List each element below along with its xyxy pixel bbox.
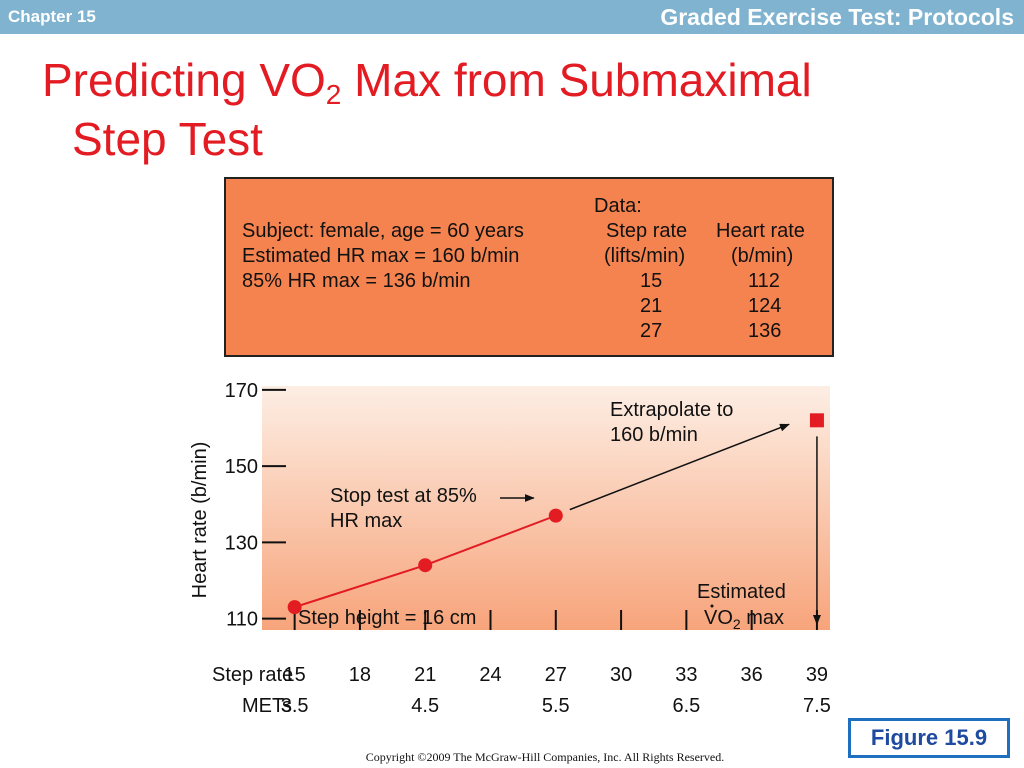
mets-label-7.5: 7.5 [803, 695, 831, 717]
col-hr-unit: (b/min) [731, 245, 794, 267]
title-subscript: 2 [325, 79, 342, 110]
figure-label: Figure 15.9 [848, 718, 1010, 758]
y-tick-label-170: 170 [225, 380, 258, 402]
x-tick-label-24: 24 [479, 664, 501, 686]
estimated-max-text: max [741, 607, 784, 629]
extrapolated-point [809, 413, 824, 428]
row1-hr: 112 [748, 270, 780, 292]
mets-row-label: METs [242, 695, 292, 717]
vo2-dot-accent [710, 604, 714, 608]
chart-marks [287, 413, 824, 625]
subject-info: Subject: female, age = 60 years [242, 220, 524, 242]
chapter-label: Chapter 15 [8, 7, 96, 26]
col-step-header: Step rate [606, 220, 688, 242]
y-axis: 110 130 150 170 [225, 380, 286, 631]
mets-label-4.5: 4.5 [411, 695, 439, 717]
extrapolate-arrow [569, 423, 790, 511]
copyright-text: Copyright ©2009 The McGraw-Hill Companie… [365, 750, 725, 764]
header-bar: Chapter 15 Graded Exercise Test: Protoco… [0, 0, 1024, 34]
mets-label-6.5: 6.5 [672, 695, 700, 717]
section-title: Graded Exercise Test: Protocols [660, 4, 1014, 30]
estimated-vo-text: VO [704, 607, 733, 629]
data-point-1 [287, 600, 302, 615]
y-axis-label: Heart rate (b/min) [189, 442, 211, 599]
hr-max-info: Estimated HR max = 160 b/min [242, 245, 520, 267]
mets-label-3.5: 3.5 [281, 695, 309, 717]
data-box: Data: Subject: female, age = 60 years Es… [224, 177, 834, 357]
annotation-step-height: Step height = 16 cm [298, 607, 476, 629]
row1-step: 15 [640, 270, 663, 292]
data-heading: Data: [594, 195, 642, 217]
col-hr-header: Heart rate [716, 220, 805, 242]
title-line1-prefix: Predicting VO [42, 54, 326, 106]
x-axis: 15 18 21 24 27 30 33 36 39 3.5 4.5 5.5 6.5 7.5 [281, 610, 831, 717]
y-tick-label-130: 130 [225, 532, 258, 554]
row3-hr: 136 [748, 320, 782, 342]
title-line1-suffix: Max from Submaximal [341, 54, 812, 106]
row2-step: 21 [640, 295, 663, 317]
hr85-info: 85% HR max = 136 b/min [242, 270, 471, 292]
annotation-stop-line2: HR max [330, 510, 402, 532]
y-tick-label-150: 150 [225, 456, 258, 478]
plot-background [262, 386, 830, 630]
row2-hr: 124 [748, 295, 782, 317]
y-tick-label-110: 110 [226, 609, 258, 631]
x-tick-label-27: 27 [545, 664, 567, 686]
annotation-estimated-line2: VO2 max [704, 607, 784, 632]
x-tick-label-15: 15 [284, 664, 306, 686]
data-point-3 [548, 508, 563, 523]
title-line2: Step Test [72, 113, 263, 165]
annotation-extrapolate-line2: 160 b/min [610, 424, 698, 446]
mets-label-5.5: 5.5 [542, 695, 570, 717]
annotation-extrapolate-line1: Extrapolate to [610, 399, 733, 421]
x-tick-label-30: 30 [610, 664, 632, 686]
annotation-stop-line1: Stop test at 85% [330, 485, 477, 507]
data-point-2 [418, 558, 433, 573]
x-tick-label-18: 18 [349, 664, 371, 686]
slide-title: Predicting VO2 Max from Submaximal Step … [42, 54, 812, 165]
x-tick-label-39: 39 [806, 664, 828, 686]
step-rate-row-label: Step rate [212, 664, 293, 686]
x-tick-label-36: 36 [741, 664, 763, 686]
x-tick-label-33: 33 [675, 664, 697, 686]
x-tick-label-21: 21 [414, 664, 436, 686]
row3-step: 27 [640, 320, 663, 342]
estimated-subscript: 2 [733, 616, 741, 632]
col-step-unit: (lifts/min) [604, 245, 686, 267]
annotation-estimated-line1: Estimated [697, 581, 786, 603]
